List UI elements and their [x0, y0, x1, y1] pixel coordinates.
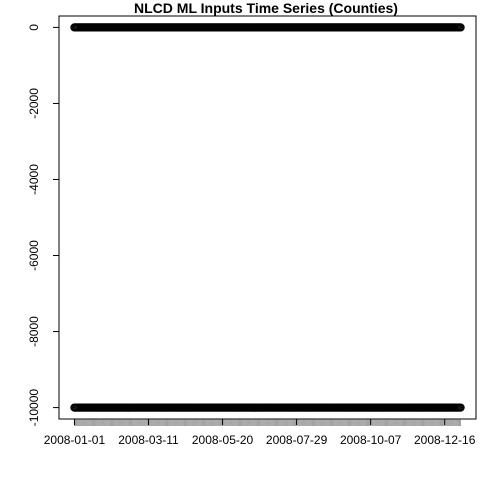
y-tick-label: -4000 [27, 164, 41, 195]
y-axis: 0 -2000 -4000 -6000 -8000 -10000 [27, 24, 60, 427]
data-point [456, 23, 465, 32]
x-axis: 2008-01-01 2008-03-11 2008-05-20 2008-07-29… [44, 419, 476, 447]
y-tick-label: -10000 [27, 389, 41, 427]
chart-title: NLCD ML Inputs Time Series (Counties) [134, 0, 398, 16]
series-0 [70, 23, 465, 32]
series-1 [70, 403, 465, 412]
plot-frame [58, 15, 477, 420]
plot-area [70, 23, 465, 412]
y-tick-label: -8000 [27, 316, 41, 347]
x-tick-label: 2008-10-07 [340, 433, 402, 447]
x-tick-label: 2008-05-20 [192, 433, 254, 447]
x-tick-label: 2008-01-01 [44, 433, 106, 447]
y-tick-label: 0 [27, 24, 41, 31]
y-tick-label: -6000 [27, 240, 41, 271]
x-tick-label: 2008-07-29 [266, 433, 328, 447]
x-tick-label: 2008-03-11 [118, 433, 179, 447]
x-rug [73, 419, 462, 426]
y-tick-label: -2000 [27, 88, 41, 119]
x-tick-label: 2008-12-16 [414, 433, 476, 447]
data-point [456, 403, 465, 412]
